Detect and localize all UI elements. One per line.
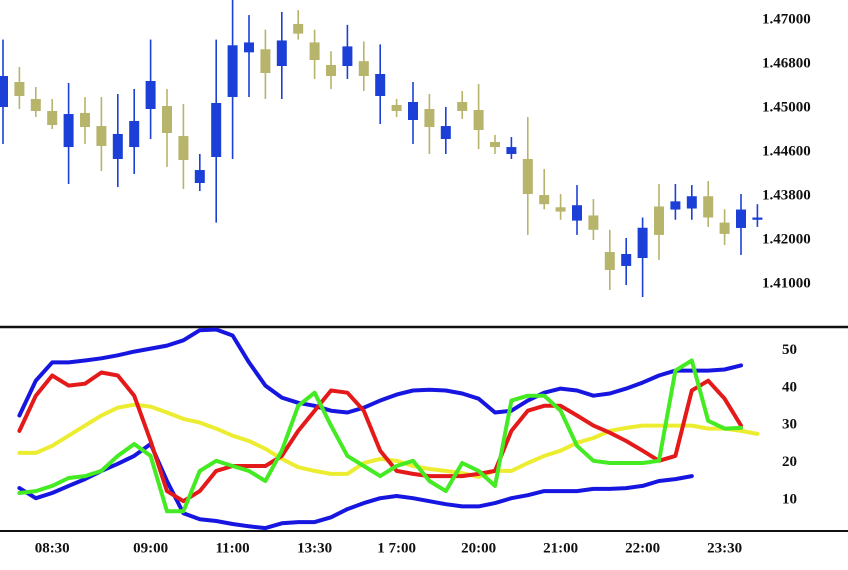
y-tick-label: 20: [782, 454, 797, 470]
candle-body: [326, 65, 336, 77]
y-tick-label: 1.41000: [762, 275, 811, 291]
y-tick-label: 1.44600: [762, 143, 811, 159]
x-tick-label: 09:00: [133, 540, 168, 556]
candle-body: [539, 195, 550, 205]
y-tick-label: 30: [782, 417, 797, 433]
candle-body: [244, 42, 254, 53]
candle-body: [555, 207, 566, 212]
candle-body: [424, 108, 435, 128]
candle-body: [14, 81, 25, 96]
candle-body: [96, 126, 107, 146]
candle-body: [112, 133, 123, 159]
candle-body: [490, 141, 500, 148]
candle-body: [47, 110, 58, 126]
candle-body: [260, 49, 271, 73]
y-tick-label: 40: [782, 379, 797, 395]
candle-body: [736, 209, 746, 228]
candle-body: [30, 98, 41, 111]
candle-body: [670, 201, 681, 210]
candle-body: [604, 251, 615, 270]
candle-body: [654, 206, 664, 235]
indicator-line: [17, 442, 694, 531]
candle-body: [211, 102, 222, 158]
candle-body: [342, 46, 353, 67]
candle-body: [506, 147, 517, 154]
x-tick-label: 13:30: [297, 540, 332, 556]
y-tick-label: 1.43800: [762, 187, 811, 203]
candle-body: [408, 101, 418, 120]
indicator-line: [17, 327, 743, 418]
candle-body: [358, 61, 369, 77]
candle-body: [80, 112, 90, 128]
candle-body: [522, 158, 533, 195]
candle-body: [227, 45, 238, 97]
candle-body: [703, 196, 714, 218]
y-tick-label: 1.45000: [762, 99, 811, 115]
candle-body: [0, 76, 8, 107]
candle-body: [621, 253, 632, 266]
candle-body: [178, 136, 189, 161]
y-tick-label: 1.46800: [762, 55, 811, 71]
candle-body: [162, 105, 172, 133]
candle-body: [391, 104, 402, 111]
candle-body: [309, 42, 320, 61]
y-tick-label: 50: [782, 342, 797, 358]
y-tick-label: 10: [782, 492, 797, 508]
y-tick-label: 1.47000: [762, 11, 811, 27]
x-tick-label: 21:00: [543, 540, 578, 556]
candle-body: [375, 73, 386, 96]
candle-body: [457, 101, 468, 111]
candle-body: [276, 40, 287, 67]
candle-body: [473, 109, 484, 130]
candle-body: [719, 222, 730, 234]
x-tick-label: 11:00: [216, 540, 250, 556]
x-tick-label: 22:00: [625, 540, 660, 556]
indicator-line: [17, 370, 743, 504]
candle-body: [637, 227, 648, 258]
candle-body: [194, 170, 205, 184]
x-tick-label: 23:30: [707, 540, 742, 556]
candle-body: [293, 23, 304, 34]
candle-body: [145, 80, 156, 109]
candle-body: [63, 114, 74, 148]
indicator-line: [17, 358, 743, 514]
candle-body: [588, 215, 599, 230]
y-tick-label: 1.42000: [762, 231, 811, 247]
candle-body: [572, 205, 582, 221]
x-tick-label: 1 7:00: [377, 540, 416, 556]
x-tick-label: 08:30: [35, 540, 70, 556]
x-tick-label: 20:00: [461, 540, 496, 556]
candle-body: [686, 196, 697, 209]
candle-body: [752, 217, 763, 220]
candle-body: [129, 120, 140, 148]
candle-body: [440, 126, 451, 140]
